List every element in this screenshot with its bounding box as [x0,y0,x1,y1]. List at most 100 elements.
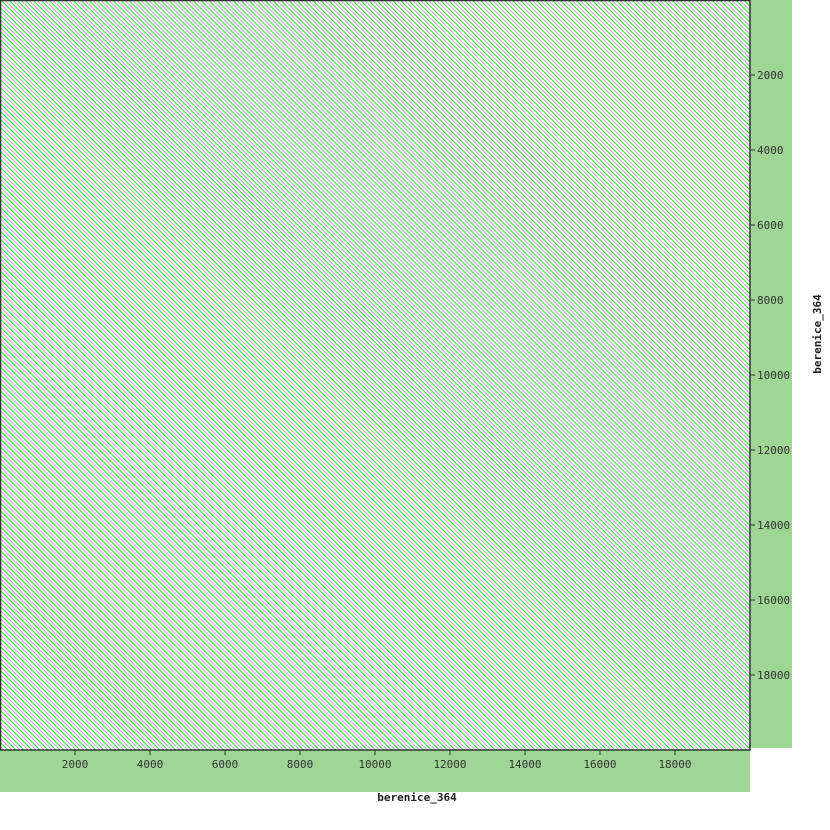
match-diagonal [519,0,750,231]
match-diagonal [0,573,177,750]
match-diagonal [0,477,272,750]
match-diagonal [331,0,750,419]
match-diagonal [0,186,564,750]
match-diagonal [104,0,750,647]
x-tick-label: 6000 [212,758,239,771]
match-diagonal [387,0,750,363]
match-diagonal [240,0,750,511]
match-diagonal [0,206,544,750]
match-diagonal [523,0,750,227]
match-diagonal [12,0,750,738]
match-diagonal [0,369,380,750]
match-diagonal [196,0,750,555]
match-diagonal [176,0,750,575]
match-diagonal [0,86,664,750]
match-diagonal [463,0,750,287]
y-axis-band [750,0,792,748]
match-diagonal [483,0,750,267]
match-diagonal [499,0,750,251]
match-diagonal [0,42,708,750]
match-diagonal [0,453,296,750]
match-diagonal [0,601,149,750]
match-diagonal [0,433,316,750]
match-diagonal [148,0,750,603]
match-diagonal [16,0,750,734]
match-diagonal [272,0,750,479]
match-diagonal [184,0,750,567]
match-diagonal [232,0,750,519]
match-diagonal [152,0,750,599]
match-diagonal [527,0,750,223]
match-diagonal [52,0,750,698]
match-diagonal [0,82,668,750]
match-diagonal [411,0,750,339]
match-diagonal [363,0,750,387]
match-diagonal [475,0,750,275]
match-diagonal [296,0,750,455]
match-diagonal [128,0,750,623]
match-diagonal [224,0,750,527]
match-diagonal [0,146,604,750]
match-diagonal [579,0,750,171]
match-diagonal [36,0,750,714]
match-diagonal [0,246,504,750]
x-axis-title: berenice_364 [377,791,457,804]
match-diagonal [132,0,750,619]
match-diagonal [0,2,748,750]
match-diagonal [0,290,460,750]
match-diagonal [535,0,750,215]
match-diagonal [0,162,588,750]
match-diagonal [391,0,750,359]
match-diagonal [447,0,750,303]
match-diagonal [56,0,750,694]
match-diagonal [268,0,750,483]
match-diagonal [0,210,540,750]
match-diagonal [48,0,750,702]
match-diagonal [567,0,750,183]
match-diagonal [0,317,432,750]
match-diagonal [60,0,750,690]
y-tick-label: 2000 [757,69,784,82]
match-diagonal [0,150,600,750]
match-diagonal [423,0,750,327]
match-diagonal [543,0,750,207]
match-diagonal [471,0,750,279]
match-diagonal [0,294,456,750]
match-diagonal [220,0,750,531]
match-diagonal [40,0,750,710]
match-diagonal [0,190,560,750]
match-diagonal [0,425,324,750]
match-diagonal [0,597,153,750]
match-diagonal [0,549,201,750]
match-diagonal [168,0,750,583]
match-diagonal [44,0,750,706]
match-diagonal [144,0,750,607]
y-tick-label: 18000 [757,669,790,682]
match-diagonal [0,70,680,750]
match-diagonal [0,278,472,750]
match-diagonal [0,569,181,750]
match-diagonal [0,78,672,750]
match-diagonal [371,0,750,379]
match-diagonal [587,0,750,163]
match-diagonal [0,198,552,750]
match-diagonal [375,0,750,375]
match-diagonal [0,218,532,750]
match-diagonal [443,0,750,307]
match-diagonal [355,0,750,395]
match-diagonal [491,0,750,259]
match-diagonal [244,0,750,507]
match-diagonal [0,297,452,750]
match-diagonal [0,557,193,750]
match-diagonal [0,329,420,750]
match-diagonal [0,58,692,750]
match-diagonal [539,0,750,211]
match-diagonal [319,0,750,431]
match-diagonal [0,226,524,750]
match-diagonal [0,38,712,750]
match-diagonal [0,242,508,750]
match-diagonal [0,381,368,750]
match-diagonal [188,0,750,563]
match-diagonal [0,102,648,750]
match-diagonal [96,0,750,655]
